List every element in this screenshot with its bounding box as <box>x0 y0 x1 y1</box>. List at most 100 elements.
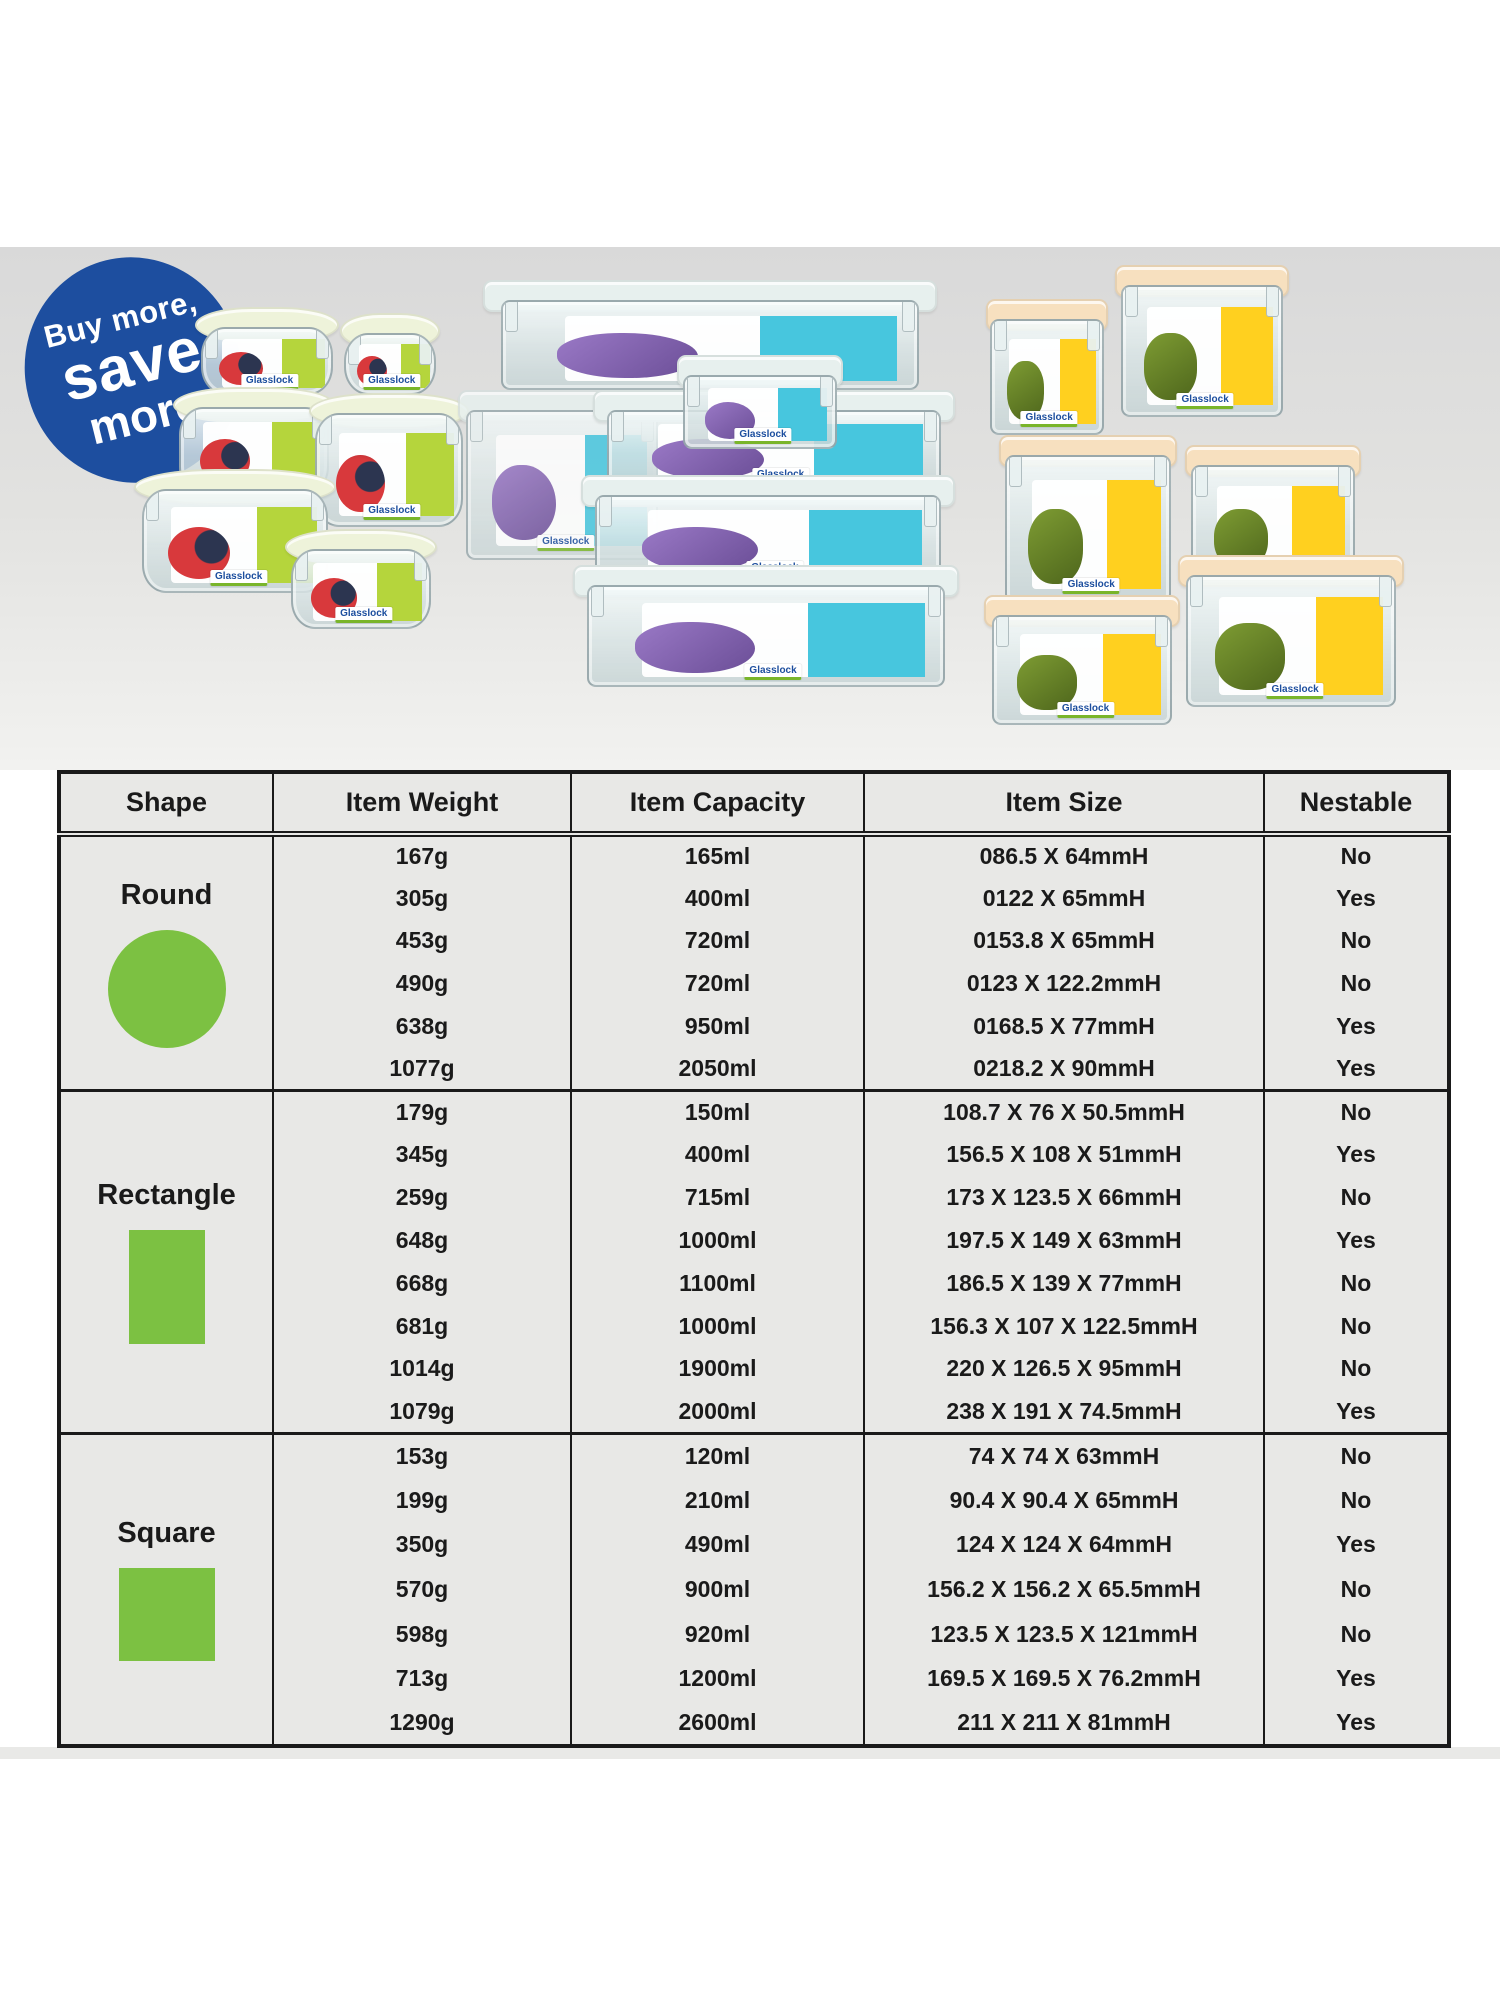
table-row: 638g 950ml 0168.5 X 77mmH Yes <box>59 1005 1450 1048</box>
shape-label: Round <box>120 878 213 911</box>
item-capacity-cell: 120ml <box>570 1431 865 1478</box>
shape-cell-square: Square <box>58 1431 274 1746</box>
item-size-cell: 0153.8 X 65mmH <box>863 919 1265 963</box>
item-weight-cell: 345g <box>272 1133 572 1177</box>
color-patch <box>1107 480 1161 590</box>
product-photo: Buy more, save more Glasslock Glasslock … <box>0 234 1500 770</box>
item-size-cell: 90.4 X 90.4 X 65mmH <box>863 1477 1265 1523</box>
item-capacity-cell: 900ml <box>570 1567 865 1612</box>
rectangle-icon <box>128 1230 205 1345</box>
shape-label: Square <box>117 1517 216 1550</box>
shape-cell-round: Round <box>58 832 274 1091</box>
item-weight-cell: 259g <box>272 1176 572 1220</box>
item-weight-cell: 1014g <box>272 1347 572 1391</box>
table-row: 570g 900ml 156.2 X 156.2 X 65.5mmH No <box>59 1567 1450 1612</box>
brand-chip: Glasslock <box>537 534 595 551</box>
column-header-item-size: Item Size <box>863 771 1265 837</box>
container-body: Glasslock <box>683 375 837 449</box>
brand-chip: Glasslock <box>1062 577 1120 594</box>
item-weight-cell: 453g <box>272 919 572 963</box>
nestable-cell: Yes <box>1263 1656 1450 1702</box>
item-capacity-cell: 165ml <box>570 832 865 877</box>
item-size-cell: 220 X 126.5 X 95mmH <box>863 1347 1265 1391</box>
item-weight-cell: 648g <box>272 1219 572 1262</box>
nestable-cell: Yes <box>1263 876 1450 920</box>
item-weight-cell: 305g <box>272 876 572 920</box>
item-size-cell: 169.5 X 169.5 X 76.2mmH <box>863 1656 1265 1702</box>
item-size-cell: 0123 X 122.2mmH <box>863 962 1265 1006</box>
nestable-cell: No <box>1263 1567 1450 1612</box>
table-row: Round 167g 165ml 086.5 X 64mmH No <box>58 832 1450 1091</box>
container-body: Glasslock <box>991 615 1173 725</box>
brand-chip: Glasslock <box>1266 682 1324 699</box>
shape-label: Rectangle <box>97 1179 236 1212</box>
header-row: Shape Item Weight Item Capacity Item Siz… <box>58 771 1450 837</box>
column-header-shape: Shape <box>58 771 274 837</box>
shape-cell-rectangle: Rectangle <box>58 1089 274 1434</box>
item-weight-cell: 490g <box>272 962 572 1006</box>
nestable-cell: No <box>1263 1176 1450 1220</box>
square-icon <box>118 1568 215 1662</box>
food-graphic <box>635 622 756 674</box>
food-graphic <box>1016 655 1077 711</box>
color-patch <box>809 510 922 575</box>
column-header-item-capacity: Item Capacity <box>570 771 865 837</box>
table-row: 648g 1000ml 197.5 X 149 X 63mmH Yes <box>59 1219 1450 1262</box>
color-patch <box>1060 338 1097 425</box>
nestable-cell: No <box>1263 1431 1450 1478</box>
table-row: 1290g 2600ml 211 X 211 X 81mmH Yes <box>59 1701 1450 1746</box>
brand-chip: Glasslock <box>210 570 268 586</box>
item-weight-cell: 1077g <box>272 1047 572 1091</box>
color-patch <box>1103 633 1162 715</box>
item-weight-cell: 668g <box>272 1261 572 1305</box>
table-row: 1079g 2000ml 238 X 191 X 74.5mmH Yes <box>59 1390 1450 1434</box>
color-patch <box>808 602 925 678</box>
product-container-round: Glasslock <box>308 393 470 527</box>
item-weight-cell: 179g <box>272 1089 572 1134</box>
item-weight-cell: 1290g <box>272 1701 572 1746</box>
item-size-cell: 156.2 X 156.2 X 65.5mmH <box>863 1567 1265 1612</box>
table-row: 713g 1200ml 169.5 X 169.5 X 76.2mmH Yes <box>59 1656 1450 1702</box>
item-capacity-cell: 1000ml <box>570 1304 865 1348</box>
container-body: Glasslock <box>1121 285 1283 417</box>
item-size-cell: 211 X 211 X 81mmH <box>863 1701 1265 1746</box>
circle-icon <box>107 929 226 1048</box>
nestable-cell: No <box>1263 962 1450 1006</box>
item-size-cell: 086.5 X 64mmH <box>863 832 1265 877</box>
brand-chip: Glasslock <box>335 607 393 624</box>
item-weight-cell: 167g <box>272 832 572 877</box>
brand-chip: Glasslock <box>1020 411 1078 428</box>
table-row: Rectangle 179g 150ml 108.7 X 76 X 50.5mmH No <box>58 1089 1450 1434</box>
table-row: 681g 1000ml 156.3 X 107 X 122.5mmH No <box>59 1304 1450 1348</box>
table-bottom-shadow <box>0 1747 1500 1759</box>
food-graphic <box>641 527 758 571</box>
spec-table: Shape Item Weight Item Capacity Item Siz… <box>57 770 1451 1748</box>
item-weight-cell: 1079g <box>272 1390 572 1434</box>
brand-chip: Glasslock <box>744 664 802 681</box>
brand-chip: Glasslock <box>363 503 421 520</box>
item-capacity-cell: 1900ml <box>570 1347 865 1391</box>
container-body: Glasslock <box>343 333 437 395</box>
product-container-round: Glasslock <box>285 529 437 629</box>
column-header-nestable: Nestable <box>1263 771 1450 837</box>
item-weight-cell: 638g <box>272 1005 572 1048</box>
column-header-item-weight: Item Weight <box>272 771 572 837</box>
product-container-rectangle: Glasslock <box>572 565 960 687</box>
food-graphic <box>1215 623 1285 690</box>
product-container-square: Glasslock <box>984 595 1180 725</box>
product-container-square: Glasslock <box>985 299 1109 435</box>
table-row: 305g 400ml 0122 X 65mmH Yes <box>59 876 1450 920</box>
item-capacity-cell: 150ml <box>570 1089 865 1134</box>
brand-chip: Glasslock <box>734 427 792 444</box>
item-capacity-cell: 2050ml <box>570 1047 865 1091</box>
item-weight-cell: 713g <box>272 1656 572 1702</box>
item-size-cell: 197.5 X 149 X 63mmH <box>863 1219 1265 1262</box>
nestable-cell: No <box>1263 1304 1450 1348</box>
item-size-cell: 0168.5 X 77mmH <box>863 1005 1265 1048</box>
table-row: 598g 920ml 123.5 X 123.5 X 121mmH No <box>59 1611 1450 1657</box>
nestable-cell: Yes <box>1263 1390 1450 1434</box>
item-capacity-cell: 210ml <box>570 1477 865 1523</box>
item-size-cell: 173 X 123.5 X 66mmH <box>863 1176 1265 1220</box>
item-weight-cell: 153g <box>272 1431 572 1478</box>
